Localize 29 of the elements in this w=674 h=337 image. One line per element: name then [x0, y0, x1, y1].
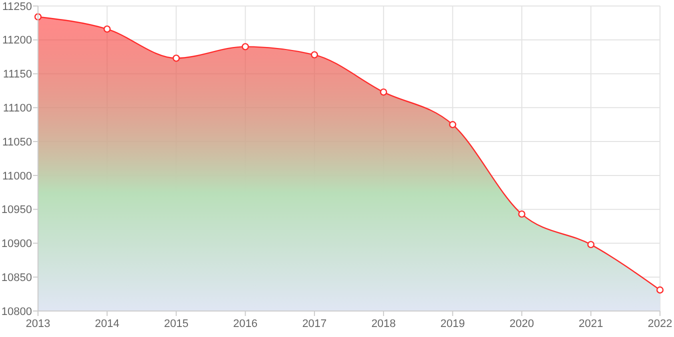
y-tick-label: 11100: [3, 102, 32, 115]
y-tick-label: 11250: [2, 0, 32, 13]
point: [104, 25, 111, 33]
x-tick-label: 2014: [94, 318, 120, 330]
y-tick-label: 10950: [1, 204, 32, 216]
x-tick-label: 2015: [164, 318, 188, 330]
point: [242, 43, 249, 50]
x-tick-label: 2019: [440, 318, 465, 330]
y-tick-label: 11200: [2, 34, 32, 47]
x-tick-label: 2017: [302, 318, 327, 330]
x-tick-label: 2020: [510, 318, 534, 330]
point: [310, 51, 318, 58]
x-tick-label: 2021: [578, 318, 604, 330]
y-tick-label: 11050: [2, 136, 32, 148]
point: [380, 88, 388, 96]
point: [656, 286, 664, 294]
point: [449, 121, 456, 128]
y-tick-label: 10850: [1, 272, 32, 284]
point: [172, 54, 180, 62]
y-tick-label: 10800: [1, 306, 32, 318]
x-tick-label: 2016: [233, 318, 258, 330]
point: [518, 210, 526, 218]
y-tick-label: 11000: [2, 170, 32, 182]
y-tick-label: 11150: [3, 68, 32, 81]
x-tick-label: 2018: [371, 318, 396, 330]
x-tick-label: 2022: [648, 318, 672, 330]
y-tick-label: 10900: [1, 238, 32, 250]
x-tick-label: 2013: [26, 318, 50, 330]
point: [587, 240, 594, 248]
